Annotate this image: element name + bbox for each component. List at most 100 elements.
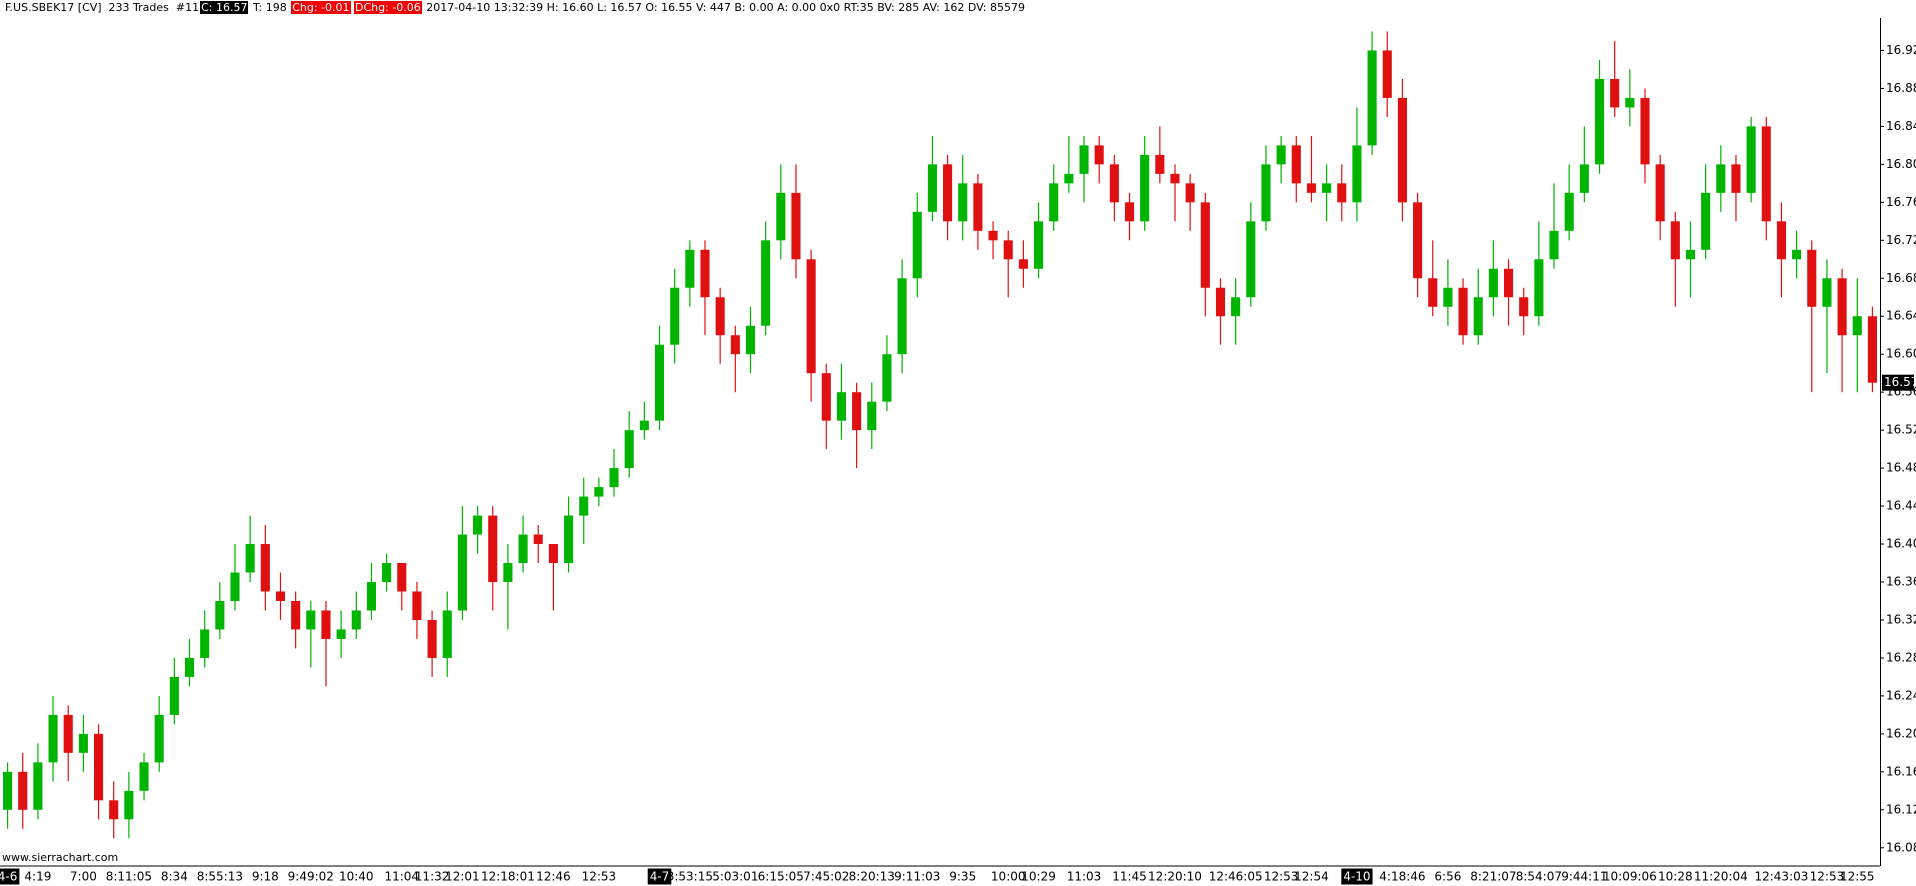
candle-body <box>1640 97 1650 165</box>
candle-body <box>867 401 877 431</box>
y-tick-label: 16.20 <box>1886 726 1916 740</box>
candle-body <box>1822 278 1832 307</box>
candle-body <box>1594 78 1605 165</box>
x-tick-label: 7:00 <box>70 870 97 884</box>
y-tick-label: 16.52 <box>1886 423 1916 437</box>
y-tick-label: 16.08 <box>1886 840 1916 854</box>
x-tick-label: 3:53:15 <box>667 870 713 884</box>
x-tick-label: 9:18 <box>252 870 279 884</box>
candle-body <box>1792 249 1802 260</box>
candle-body <box>806 259 816 374</box>
candle-body <box>306 610 316 630</box>
candle-body <box>1867 316 1877 383</box>
y-tick-label: 16.84 <box>1886 119 1916 133</box>
x-tick-label: 8:54:07 <box>1516 870 1562 884</box>
candle-body <box>1655 164 1665 222</box>
change-box: Chg: -0.01 <box>291 1 351 14</box>
x-tick-label: 9:44:11 <box>1561 870 1607 884</box>
candle-body <box>1049 183 1059 222</box>
x-tick-label: 12:55 <box>1840 870 1875 884</box>
y-tick-label: 16.44 <box>1886 499 1916 513</box>
y-tick-label: 16.68 <box>1886 271 1916 285</box>
watermark: www.sierrachart.com <box>2 851 119 864</box>
x-tick-label: 11:20:04 <box>1694 870 1748 884</box>
trade-count: T: 198 <box>252 1 287 14</box>
candle-body <box>548 544 558 564</box>
candle-body <box>624 430 634 469</box>
candle-body <box>184 657 195 677</box>
candle-body <box>745 325 756 355</box>
x-tick-label: 4-10 <box>1343 870 1370 884</box>
candle-body <box>1685 249 1696 260</box>
candle-body <box>1746 126 1756 193</box>
candle-body <box>1458 287 1468 336</box>
candle-body <box>654 344 665 421</box>
candle-body <box>639 420 649 431</box>
close-box: C: 16.57 <box>200 1 249 14</box>
candle-body <box>488 515 498 582</box>
x-tick-label: 10:09:06 <box>1603 870 1657 884</box>
x-tick-label: 12:43:03 <box>1754 870 1808 884</box>
candle-body <box>33 762 43 810</box>
candle-body <box>109 800 119 820</box>
x-tick-label: 12:53 <box>1264 870 1299 884</box>
x-tick-label: 9:49:02 <box>288 870 334 884</box>
candle-body <box>1064 173 1074 184</box>
x-tick-label: 10:00 <box>991 870 1026 884</box>
candle-body <box>1534 259 1544 317</box>
candle-body <box>1761 126 1771 222</box>
candle-body <box>94 733 104 801</box>
candle-body <box>882 354 892 402</box>
date-label-box <box>647 868 672 885</box>
candle-body <box>1215 287 1226 317</box>
x-tick-label: 12:46 <box>536 870 571 884</box>
candle-body <box>852 392 862 431</box>
candle-body <box>943 164 953 222</box>
candle-body <box>427 619 437 658</box>
candle-body <box>836 392 846 421</box>
x-tick-label: 8:34 <box>161 870 188 884</box>
x-tick-label: 9:11:03 <box>894 870 940 884</box>
candle-body <box>761 240 771 326</box>
candle-body <box>1731 164 1741 193</box>
candle-body <box>1246 221 1256 298</box>
x-tick-label: 4:18:46 <box>1379 870 1425 884</box>
header: F.US.SBEK17 [CV] 233 Trades #11 C: 16.57 … <box>4 1 1026 15</box>
candle-body <box>609 468 619 488</box>
candle-body <box>382 563 392 582</box>
x-tick-label: 11:45 <box>1112 870 1147 884</box>
y-tick-label: 16.48 <box>1886 461 1916 475</box>
x-tick-label: 4-6 <box>0 870 17 884</box>
y-tick-label: 16.40 <box>1886 537 1916 551</box>
candle-body <box>1276 145 1286 165</box>
candle-body <box>1034 221 1044 269</box>
x-tick-label: 8:20:13 <box>849 870 895 884</box>
x-tick-label: 12:53 <box>582 870 617 884</box>
candle-body <box>1564 192 1574 231</box>
candle-body <box>1018 259 1028 269</box>
candle-body <box>1807 249 1817 307</box>
candle-body <box>670 287 680 345</box>
candle-body <box>260 544 270 592</box>
x-tick-label: 9:35 <box>949 870 976 884</box>
candle-body <box>1170 173 1180 184</box>
y-tick-label: 16.16 <box>1886 764 1916 778</box>
candle-body <box>351 610 361 630</box>
candle-body <box>48 714 58 763</box>
candle-body <box>1397 97 1407 203</box>
x-tick-label: 11:03 <box>1067 870 1102 884</box>
date-label-box <box>1341 868 1373 885</box>
candle-body <box>473 515 483 535</box>
candle-body <box>1200 202 1210 288</box>
candle-body <box>1352 145 1362 203</box>
x-tick-label: 11:32 <box>415 870 450 884</box>
candle-body <box>154 714 164 763</box>
candle-body <box>1109 164 1119 203</box>
candle-body <box>791 192 801 260</box>
candle-body <box>215 600 225 630</box>
x-tick-label: 12:54 <box>1294 870 1329 884</box>
candle-body <box>1837 278 1847 336</box>
x-tick-label: 12:46:05 <box>1209 870 1263 884</box>
candle-body <box>897 278 907 355</box>
